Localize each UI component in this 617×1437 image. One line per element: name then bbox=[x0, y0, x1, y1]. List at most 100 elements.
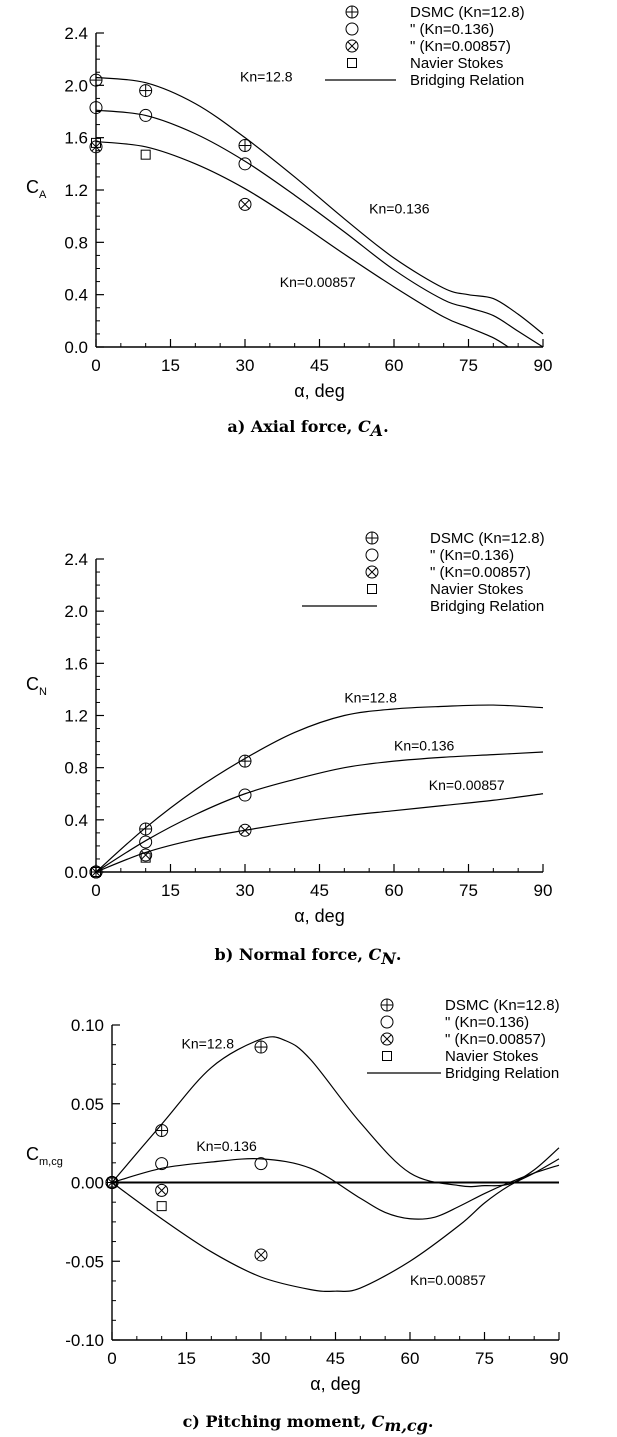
bridging-curve-1 bbox=[111, 1158, 560, 1220]
bridging-curve-2 bbox=[95, 793, 544, 873]
legend-entry: Navier Stokes bbox=[410, 55, 503, 72]
curve-annotation: Kn=0.136 bbox=[394, 738, 455, 754]
legend-entry: " (Kn=0.136) bbox=[410, 21, 494, 38]
legend-symbol-circle-x bbox=[345, 39, 359, 53]
x-tick-label: 0 bbox=[107, 1349, 116, 1368]
x-tick-label: 60 bbox=[385, 881, 404, 900]
curve-annotation: Kn=0.00857 bbox=[410, 1272, 486, 1288]
y-tick-label: 2.0 bbox=[64, 602, 88, 621]
y-tick-label: 2.4 bbox=[64, 24, 88, 43]
data-point-square bbox=[156, 1201, 167, 1212]
data-point-square bbox=[140, 149, 151, 160]
x-tick-label: 90 bbox=[534, 881, 553, 900]
panel-caption: a) Axial force, CA. bbox=[227, 417, 388, 440]
x-tick-label: 30 bbox=[236, 881, 255, 900]
y-axis-label-subscript: N bbox=[39, 686, 47, 698]
x-tick-label: 45 bbox=[326, 1349, 345, 1368]
x-tick-label: 90 bbox=[550, 1349, 569, 1368]
legend-symbol-circle-x bbox=[365, 565, 379, 579]
caption-text: a) Axial force, bbox=[227, 417, 358, 436]
caption-suffix: . bbox=[383, 417, 389, 436]
panel-axial-force: 0 15 30 45 60 75 90 0.0 0.4 0.8 1.2 1.6 2.0 2.4 α, deg… bbox=[26, 4, 552, 440]
legend-entry: " (Kn=0.00857) bbox=[430, 564, 531, 581]
data-point-circle bbox=[238, 788, 252, 802]
caption-subscript: m,cg bbox=[384, 1416, 427, 1435]
bridging-curve-2 bbox=[111, 1158, 560, 1293]
legend-symbol-square bbox=[347, 58, 357, 68]
y-tick-label: 0.05 bbox=[71, 1095, 104, 1114]
legend-symbol-circle-x bbox=[380, 1032, 394, 1046]
y-tick-label: 0.0 bbox=[64, 338, 88, 357]
legend-symbol-circle-plus bbox=[365, 531, 379, 545]
legend-entry: " (Kn=0.00857) bbox=[445, 1031, 546, 1048]
y-axis-label-symbol: C bbox=[26, 674, 39, 694]
data-point-circle-plus bbox=[155, 1124, 169, 1138]
data-point-circle-x bbox=[238, 197, 252, 211]
curve-annotation: Kn=12.8 bbox=[182, 1036, 235, 1052]
x-tick-label: 15 bbox=[161, 881, 180, 900]
bridging-curve-0 bbox=[95, 76, 544, 335]
y-axis-label: CA bbox=[26, 177, 47, 201]
data-point-square bbox=[107, 1177, 117, 1188]
curve-annotation: Kn=0.136 bbox=[196, 1138, 257, 1154]
legend-symbol-circle-plus bbox=[380, 998, 394, 1012]
data-point-square bbox=[91, 867, 101, 877]
data-point-circle-x bbox=[105, 1176, 119, 1189]
y-tick-label: 0.4 bbox=[64, 811, 88, 830]
legend-entry: " (Kn=0.00857) bbox=[410, 38, 511, 55]
caption-text: c) Pitching moment, bbox=[183, 1412, 372, 1431]
x-tick-label: 15 bbox=[161, 356, 180, 375]
legend-entry: Bridging Relation bbox=[445, 1065, 559, 1082]
x-tick-label: 45 bbox=[310, 881, 329, 900]
data-point-circle-plus bbox=[139, 84, 153, 98]
data-point-circle-x bbox=[238, 823, 252, 837]
y-tick-label: 1.2 bbox=[64, 707, 88, 726]
y-tick-label: -0.05 bbox=[65, 1252, 104, 1271]
legend-symbol-circle bbox=[365, 548, 379, 562]
y-tick-label: -0.10 bbox=[65, 1331, 104, 1350]
legend: DSMC (Kn=12.8)" (Kn=0.136)" (Kn=0.00857)… bbox=[367, 997, 560, 1082]
y-axis-label-symbol: C bbox=[26, 1144, 39, 1164]
data-point-circle-plus bbox=[254, 1040, 268, 1054]
data-point-circle-plus bbox=[139, 822, 153, 836]
x-tick-label: 30 bbox=[252, 1349, 271, 1368]
data-point-square bbox=[91, 137, 101, 148]
legend-entry: DSMC (Kn=12.8) bbox=[410, 4, 525, 21]
bridging-curve-2 bbox=[95, 140, 509, 348]
y-tick-label: 2.4 bbox=[64, 550, 88, 569]
x-axis-label: α, deg bbox=[294, 906, 344, 926]
y-tick-label: 0.8 bbox=[64, 233, 88, 252]
data-point-circle-plus bbox=[238, 754, 252, 768]
y-axis-label-subscript: m,cg bbox=[39, 1156, 63, 1168]
panel-caption: c) Pitching moment, Cm,cg. bbox=[183, 1412, 434, 1435]
curve-annotation: Kn=0.136 bbox=[369, 201, 430, 217]
data-point-circle-x bbox=[89, 865, 103, 879]
legend-entry: DSMC (Kn=12.8) bbox=[445, 997, 560, 1014]
curve-annotation: Kn=12.8 bbox=[240, 68, 293, 84]
y-tick-label: 0.00 bbox=[71, 1174, 104, 1193]
legend-symbol-circle bbox=[345, 22, 359, 36]
x-tick-label: 15 bbox=[177, 1349, 196, 1368]
y-tick-label: 2.0 bbox=[64, 76, 88, 95]
x-tick-label: 90 bbox=[534, 356, 553, 375]
legend-entry: DSMC (Kn=12.8) bbox=[430, 530, 545, 547]
curve-annotation: Kn=12.8 bbox=[344, 689, 397, 705]
caption-suffix: . bbox=[396, 945, 402, 964]
y-axis-label: Cm,cg bbox=[26, 1144, 63, 1168]
legend-symbol-circle-plus bbox=[345, 5, 359, 19]
x-tick-label: 75 bbox=[475, 1349, 494, 1368]
caption-text: b) Normal force, bbox=[215, 945, 369, 964]
caption-subscript: A bbox=[369, 421, 383, 440]
caption-subscript: N bbox=[380, 949, 397, 968]
data-point-circle-plus bbox=[89, 73, 103, 87]
bridging-curve-0 bbox=[95, 704, 544, 873]
data-point-circle-x bbox=[139, 848, 153, 862]
data-point-circle bbox=[89, 101, 103, 115]
data-point-circle-x bbox=[89, 140, 103, 154]
data-point-square bbox=[140, 852, 151, 863]
data-point-circle-plus bbox=[238, 139, 252, 153]
legend-entry: Bridging Relation bbox=[430, 598, 544, 615]
y-tick-label: 1.2 bbox=[64, 181, 88, 200]
bridging-curve-1 bbox=[95, 109, 544, 348]
